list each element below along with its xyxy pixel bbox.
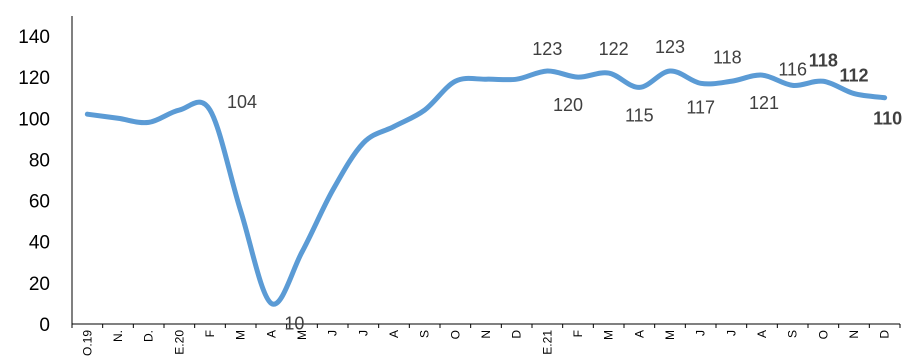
chart-axes [71, 16, 900, 325]
x-tick-label: E.21 [540, 330, 554, 355]
y-tick-label: 120 [18, 68, 50, 89]
data-label: 118 [713, 47, 742, 67]
data-label: 117 [686, 97, 715, 117]
x-tick-label: J [724, 330, 738, 336]
y-tick-label: 20 [29, 274, 50, 295]
x-tick-label: A [387, 330, 401, 338]
y-tick-label: 60 [29, 192, 50, 213]
data-label: 104 [227, 92, 257, 112]
x-tick-label: O [816, 330, 830, 339]
x-tick-label: M [663, 330, 677, 340]
x-tick-label: M [234, 330, 248, 340]
x-tick-label: D [878, 330, 892, 339]
x-tick-label: J [326, 330, 340, 336]
x-tick-label: O.19 [80, 330, 94, 356]
x-tick-label: A [632, 330, 646, 338]
x-tick-label: D. [142, 330, 156, 342]
x-tick-label: A [755, 330, 769, 338]
data-label: 121 [749, 93, 779, 113]
data-label: 120 [553, 95, 583, 115]
y-axis-ticks: 0 20 40 60 80 100 120 140 [18, 27, 50, 336]
data-label: 123 [655, 37, 685, 57]
x-tick-label: M [602, 330, 616, 340]
x-tick-label: N [479, 330, 493, 339]
x-tick-label: S [418, 330, 432, 338]
x-tick-label: N. [111, 330, 125, 342]
series-line [84, 68, 888, 307]
x-axis-ticks: O.19 N. D. E.20 F M A M J J A S O N D E.21 F M A M J J A S O N D [71, 324, 901, 356]
x-tick-label: S [786, 330, 800, 338]
data-label: 112 [839, 66, 868, 86]
y-tick-label: 140 [18, 27, 50, 48]
x-tick-label: O [448, 330, 462, 339]
data-label: 116 [778, 59, 807, 79]
x-tick-label: E.20 [172, 330, 186, 355]
y-tick-label: 80 [29, 150, 50, 171]
data-label: 115 [625, 105, 654, 125]
x-tick-label: F [571, 330, 585, 337]
x-tick-label: N [847, 330, 861, 339]
x-tick-label: J [694, 330, 708, 336]
x-tick-label: D [510, 330, 524, 339]
y-tick-label: 100 [18, 109, 50, 130]
y-tick-label: 40 [29, 233, 50, 254]
data-label: 118 [809, 50, 838, 70]
x-tick-label: F [203, 330, 217, 337]
data-label: 110 [873, 109, 902, 129]
data-label: 122 [599, 39, 629, 59]
x-tick-label: J [356, 330, 370, 336]
x-tick-label: A [264, 330, 278, 338]
y-tick-label: 0 [39, 315, 50, 336]
data-label: 10 [284, 313, 304, 333]
data-label: 123 [532, 39, 562, 59]
series-group [84, 68, 888, 307]
x-tick-label: M [295, 330, 309, 340]
